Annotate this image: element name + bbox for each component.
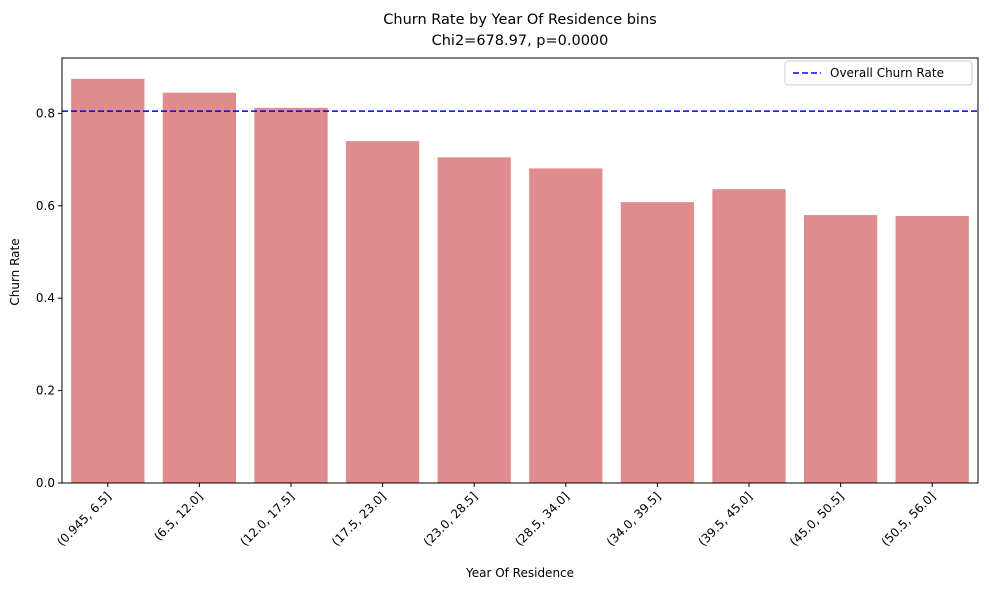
bar (437, 157, 511, 483)
legend: Overall Churn Rate (784, 60, 973, 86)
x-tick-label: (50.5, 56.0] (879, 489, 939, 549)
bar (162, 92, 237, 484)
plot-frame (61, 57, 979, 484)
x-tick-label: (6.5, 12.0] (151, 489, 205, 543)
bar (803, 215, 878, 483)
bar (345, 141, 420, 484)
y-tick-label: 0.2 (36, 384, 55, 398)
legend-label: Overall Churn Rate (830, 66, 944, 80)
legend-box (784, 60, 973, 86)
y-tick-label: 0.0 (36, 476, 55, 490)
y-axis: 0.0 0.2 0.4 0.6 0.8 (36, 106, 62, 490)
bar (254, 107, 328, 484)
chart-subtitle: Chi2=678.97, p=0.0000 (432, 33, 609, 49)
x-tick-label: (12.0, 17.5] (237, 489, 297, 549)
y-tick-label: 0.8 (36, 106, 55, 120)
x-axis: (0.945, 6.5] (6.5, 12.0] (12.0, 17.5] (17.5… (54, 483, 938, 549)
x-tick-label: (34.0, 39.5] (604, 489, 664, 549)
x-tick-label: (28.5, 34.0] (512, 489, 572, 549)
bar (895, 215, 969, 483)
y-axis-label: Churn Rate (8, 238, 22, 305)
chart-title: Churn Rate by Year Of Residence bins (383, 12, 656, 28)
x-tick-label: (23.0, 28.5] (421, 489, 481, 549)
x-tick-label: (39.5, 45.0] (695, 489, 755, 549)
x-tick-label: (45.0, 50.5] (787, 489, 847, 549)
bars-group (71, 78, 969, 484)
bar (712, 189, 786, 483)
x-tick-label: (17.5, 23.0] (329, 489, 389, 549)
y-tick-label: 0.4 (36, 291, 55, 305)
y-tick-label: 0.6 (36, 199, 55, 213)
x-axis-label: Year Of Residence (465, 566, 574, 580)
bar (620, 202, 695, 483)
bar (71, 78, 145, 484)
x-tick-label: (0.945, 6.5] (54, 489, 114, 549)
bar (529, 168, 603, 484)
